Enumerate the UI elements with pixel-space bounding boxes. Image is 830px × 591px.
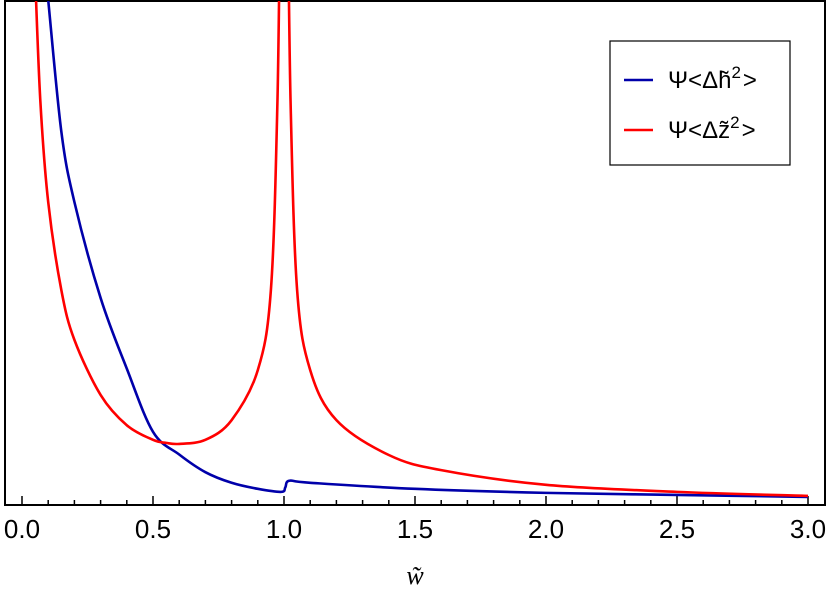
x-tick-label: 1.5 — [397, 514, 433, 544]
legend-label-end: > — [742, 117, 756, 144]
legend-label-sup: 2 — [730, 113, 739, 132]
x-tick-label: 2.5 — [659, 514, 695, 544]
series-line-0 — [46, 1, 809, 499]
x-tick-label: 0.5 — [135, 514, 171, 544]
legend: Ψ<Δh̃2>Ψ<Δz̃2> — [609, 40, 791, 166]
x-tick-label: 3.0 — [790, 514, 826, 544]
legend-box — [609, 40, 791, 166]
x-axis-tick-labels: 0.0 0.5 1.0 1.5 2.0 2.5 3.0 — [4, 514, 826, 544]
legend-label-sup: 2 — [731, 63, 740, 82]
legend-label: Ψ<Δh̃2> — [668, 63, 757, 94]
x-tick-label: 0.0 — [4, 514, 40, 544]
legend-label-end: > — [743, 67, 757, 94]
legend-label-main: Ψ<Δh̃ — [668, 67, 731, 94]
x-axis-ticks — [21, 496, 809, 505]
series-group — [34, 1, 809, 499]
x-axis-label: w̃ — [406, 561, 424, 590]
x-tick-label: 1.0 — [266, 514, 302, 544]
x-tick-label: 2.0 — [528, 514, 564, 544]
legend-label-main: Ψ<Δz̃ — [668, 117, 730, 144]
legend-label: Ψ<Δz̃2> — [668, 113, 756, 144]
series-line-1 — [34, 1, 809, 498]
